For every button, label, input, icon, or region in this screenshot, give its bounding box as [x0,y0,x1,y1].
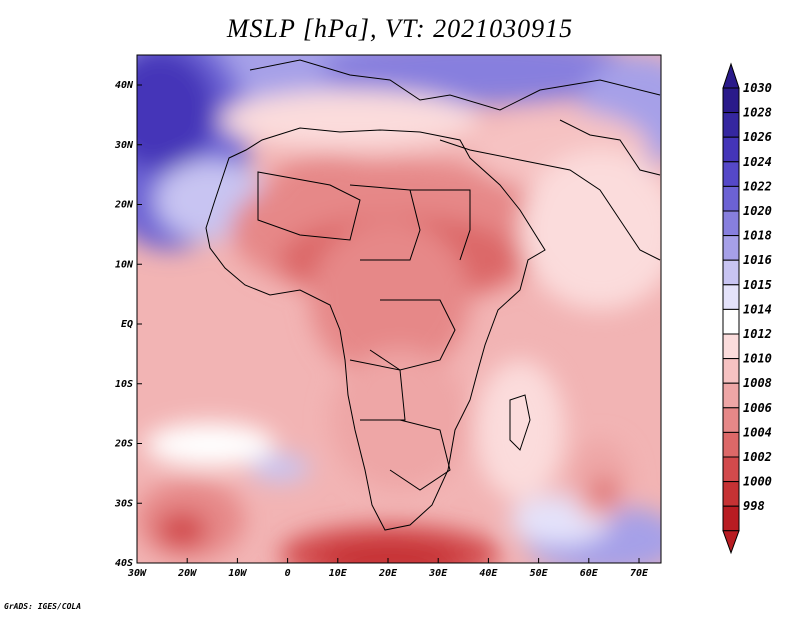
colorbar-arrow-top [722,62,740,89]
colorbar-label: 1014 [743,302,772,316]
colorbar-swatch [722,210,740,237]
colorbar-label: 1028 [743,106,772,120]
colorbar-swatch [722,407,740,433]
lat-label: 10S [115,379,133,390]
colorbar-label: 1000 [743,475,772,489]
colorbar-label: 1004 [743,425,772,439]
plot-frame [136,54,662,564]
colorbar-label: 1026 [743,130,772,144]
coastlines [205,59,661,531]
pressure-field [137,55,661,563]
lat-label: 40S [115,558,133,569]
colorbar-label: 998 [743,499,765,513]
colorbar-label: 1002 [743,450,772,464]
colorbar-label: 1018 [743,229,772,243]
lon-label: 0 [285,568,291,579]
colorbar-swatch [722,456,740,483]
lat-label: 20N [114,200,134,211]
lat-label: 10N [115,259,134,270]
colorbar-label: 1008 [743,376,772,390]
colorbar-swatch [722,505,740,532]
lon-label: 40E [479,568,498,579]
colorbar-swatch [722,284,740,310]
colorbar-label: 1006 [743,401,772,415]
colorbar-label: 1022 [743,179,772,193]
grads-credit: GrADS: IGES/COLA [4,602,82,611]
colorbar-label: 1024 [743,155,772,169]
colorbar-label: 1012 [743,327,772,341]
lon-label: 70E [630,568,649,579]
latitude-axis: 40N 30N 20N 10N EQ 10S 20S 30S 40S [114,80,142,569]
lat-label: EQ [121,319,133,330]
chart-title: MSLP [hPa], VT: 2021030915 [226,14,574,43]
lat-label: 30N [114,140,134,151]
colorbar-swatch [722,308,740,335]
lat-label: 20S [114,439,133,450]
colorbar-swatch [722,136,740,163]
lon-label: 60E [580,568,599,579]
colorbar-swatch [722,382,740,409]
longitude-axis: 30W 20W 10W 0 10E 20E 30E 40E 50E 60E 70E [127,558,649,579]
colorbar-label: 1030 [743,81,772,95]
lat-label: 40N [115,80,134,91]
colorbar-swatch [722,185,740,212]
lon-label: 30E [428,568,448,579]
colorbar: 1030 1028 1026 1024 1022 1020 1018 1016 1015 1014… [722,62,772,555]
lon-label: 10W [228,568,247,579]
colorbar-label: 1010 [743,352,772,366]
lon-label: 20E [378,568,398,579]
lon-label: 50E [530,568,549,579]
colorbar-swatch [722,87,740,114]
colorbar-label: 1016 [743,253,772,267]
lat-label: 30S [114,498,133,509]
colorbar-swatch [722,333,740,360]
colorbar-label: 1015 [743,278,772,292]
lon-label: 30W [127,568,147,579]
lon-label: 20W [177,568,197,579]
colorbar-swatch [722,112,740,138]
colorbar-label: 1020 [743,204,772,218]
colorbar-swatch [722,431,740,458]
lon-label: 10E [329,568,348,579]
colorbar-swatch [722,235,740,261]
colorbar-arrow-bottom [722,530,740,555]
colorbar-swatch [722,481,740,507]
colorbar-swatch [722,161,740,187]
colorbar-swatch [722,259,740,286]
colorbar-swatch [722,358,740,384]
